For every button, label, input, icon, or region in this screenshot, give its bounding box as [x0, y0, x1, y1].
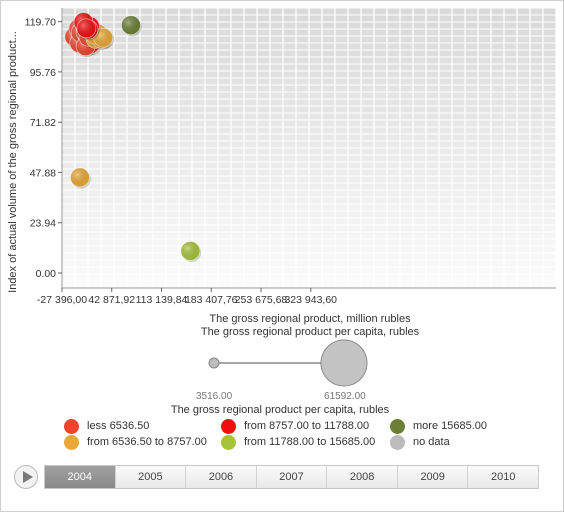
data-point-highlight	[76, 18, 96, 38]
legend-label: from 8757.00 to 11788.00	[244, 420, 370, 432]
y-tick-label: 119.70	[25, 17, 56, 29]
data-point-highlight	[121, 15, 141, 35]
legend-item-11788-15685[interactable]: from 11788.00 to 15685.00	[221, 434, 375, 450]
timeline: 2004 2005 2006 2007 2008 2009 2010	[14, 465, 549, 491]
year-tab-2005[interactable]: 2005	[116, 466, 187, 488]
x-axis-label: The gross regional product, million rubl…	[209, 313, 411, 325]
y-tick-label: 47.88	[30, 167, 56, 179]
y-tick-label: 23.94	[30, 218, 56, 230]
x-tick-label: -27 396,00	[37, 294, 87, 306]
year-tab-2010[interactable]: 2010	[491, 471, 516, 483]
x-tick-label: 113 139,84	[136, 294, 188, 306]
legend-label: from 11788.00 to 15685.00	[244, 436, 376, 448]
play-button[interactable]	[14, 465, 38, 489]
y-tick-label: 0.00	[36, 268, 57, 280]
legend-item-more[interactable]: more 15685.00	[390, 418, 487, 434]
data-point-highlight	[70, 167, 90, 187]
year-tab-2009[interactable]: 2009	[398, 466, 469, 488]
year-tab-2006[interactable]: 2006	[186, 466, 257, 488]
legend-marker	[221, 418, 236, 434]
legend-label: from 6536.50 to 8757.00	[87, 436, 207, 448]
legend-label: no data	[413, 436, 450, 448]
x-tick-label: 323 943,60	[284, 294, 337, 306]
data-point-highlight	[180, 241, 200, 261]
x-tick-label: 183 407,76	[185, 294, 238, 306]
y-tick-label: 95.76	[30, 67, 56, 79]
year-selector: 2004 2005 2006 2007 2008 2009 2010	[44, 465, 539, 489]
legend-item-no-data[interactable]: no data	[390, 434, 450, 450]
legend-item-6536-8757[interactable]: from 6536.50 to 8757.00	[64, 434, 207, 450]
x-tick-label: 42 871,92	[88, 294, 135, 306]
legend-marker	[390, 434, 405, 450]
x-tick-label: 253 675,68	[235, 294, 288, 306]
legend-marker	[390, 418, 405, 434]
y-tick-label: 71.82	[30, 117, 56, 129]
year-tab-2004[interactable]: 2004	[45, 466, 116, 488]
legend-marker	[64, 418, 79, 434]
legend-marker	[221, 434, 236, 450]
svg-text:Index of actual volume of the: Index of actual volume of the gross regi…	[7, 31, 19, 293]
size-scale-max-label: 61592.00	[324, 391, 366, 402]
legend-title: The gross regional product per capita, r…	[170, 404, 390, 416]
legend-label: more 15685.00	[413, 420, 487, 432]
size-scale-min-bubble	[208, 357, 220, 369]
legend-item-8757-11788[interactable]: from 8757.00 to 11788.00	[221, 418, 369, 434]
y-axis-label: Index of actual volume of the gross regi…	[7, 31, 19, 293]
data-point-highlight	[93, 28, 113, 48]
legend-marker	[64, 434, 79, 450]
size-axis-label: The gross regional product per capita, r…	[200, 326, 420, 338]
legend-item-less[interactable]: less 6536.50	[64, 418, 149, 434]
size-scale-min-label: 3516.00	[196, 391, 233, 402]
year-tab-2007[interactable]: 2007	[257, 466, 328, 488]
size-scale-max-bubble	[320, 339, 368, 387]
legend-label: less 6536.50	[87, 420, 150, 432]
year-tab-2008[interactable]: 2008	[327, 466, 398, 488]
